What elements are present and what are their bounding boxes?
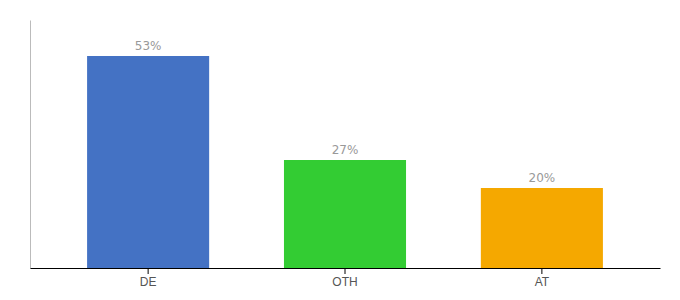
x-tick: DE (140, 268, 157, 289)
data-label: 20% (529, 171, 556, 185)
x-tick-mark (148, 268, 149, 274)
x-tick-label: AT (535, 275, 550, 289)
chart: DE OTH AT 53% 27% 20% (0, 0, 680, 300)
data-labels: 53% 27% 20% (135, 39, 555, 185)
data-label: 27% (332, 143, 359, 157)
bars (87, 56, 603, 268)
x-tick-label: DE (140, 275, 157, 289)
y-axis-line (30, 21, 31, 269)
x-axis: DE OTH AT (31, 268, 661, 289)
x-tick-mark (345, 268, 346, 274)
bar (481, 188, 603, 268)
data-label: 53% (135, 39, 162, 53)
bar (284, 160, 406, 268)
plot: DE OTH AT 53% 27% 20% (31, 21, 661, 289)
x-tick: AT (535, 268, 550, 289)
y-axis (30, 21, 31, 269)
x-tick-mark (541, 268, 542, 274)
x-tick-label: OTH (332, 275, 357, 289)
x-tick: OTH (332, 268, 357, 289)
bar (87, 56, 209, 268)
